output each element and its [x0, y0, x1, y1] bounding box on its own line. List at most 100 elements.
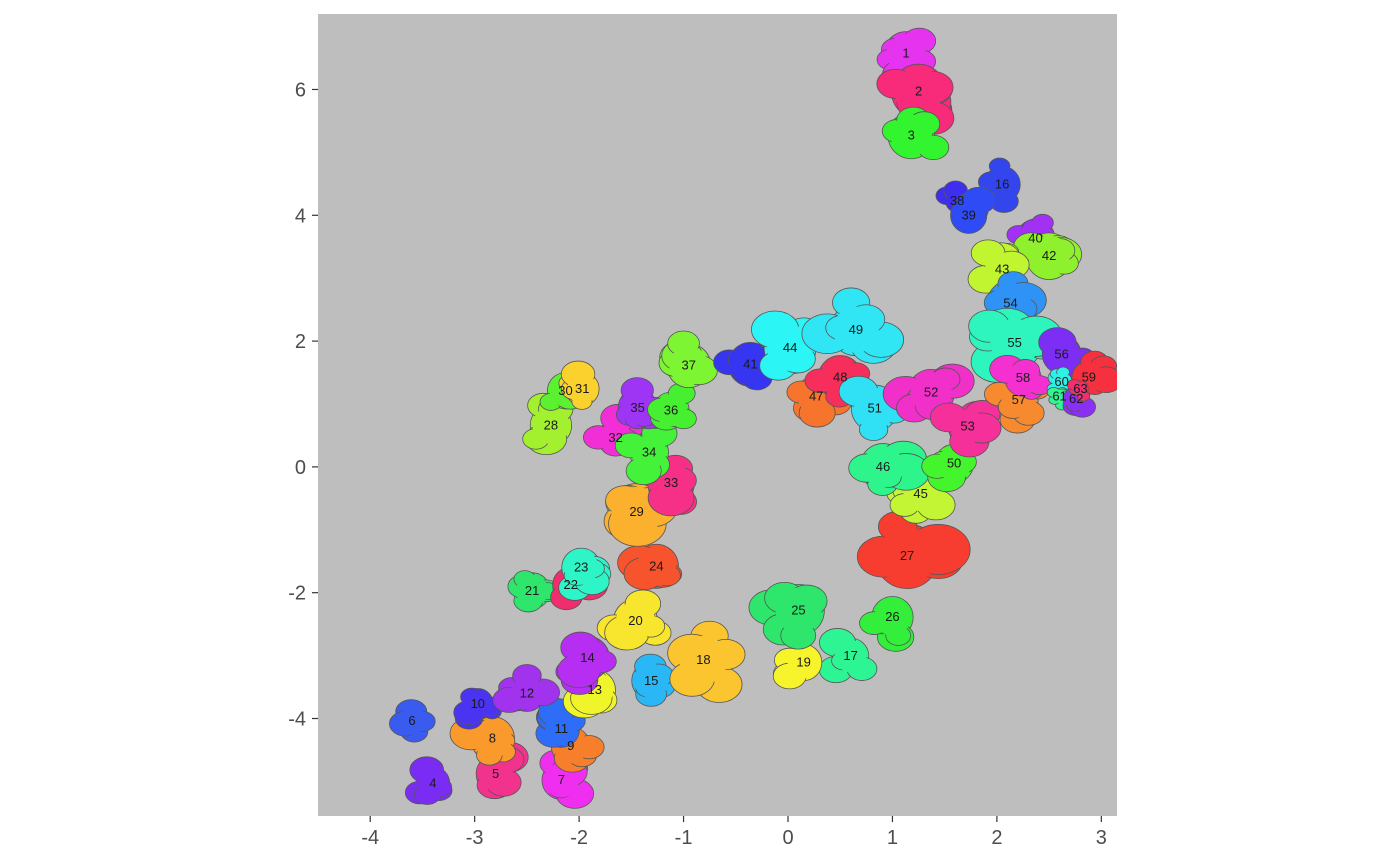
cluster-label-19: 19	[796, 655, 810, 670]
cluster-core	[787, 646, 820, 679]
cluster-region-63	[1066, 379, 1091, 402]
cluster-region-42	[1013, 232, 1083, 280]
cluster-label-55: 55	[1007, 335, 1021, 350]
cluster-region-37	[658, 330, 718, 389]
cluster-core	[620, 390, 655, 425]
cluster-region-49	[801, 287, 905, 364]
cluster-label-63: 63	[1073, 381, 1087, 396]
cluster-region-4	[404, 756, 453, 805]
cluster-core	[679, 635, 728, 685]
cluster-label-25: 25	[791, 602, 805, 617]
y-tick-label: 6	[295, 79, 306, 101]
cluster-core	[878, 527, 936, 585]
cluster-label-62: 62	[1069, 391, 1083, 406]
cluster-label-49: 49	[849, 322, 863, 337]
x-tick-label: -1	[675, 827, 693, 849]
y-axis: -4 -2 0 2 4 6	[288, 79, 318, 731]
cluster-label-61: 61	[1052, 388, 1066, 403]
cluster-label-58: 58	[1016, 370, 1030, 385]
cluster-label-42: 42	[1042, 248, 1056, 263]
cluster-label-51: 51	[867, 400, 881, 415]
cluster-core	[567, 373, 598, 404]
cluster-core	[834, 640, 867, 673]
cluster-region-17	[818, 628, 878, 684]
cluster-label-3: 3	[908, 127, 915, 142]
cluster-label-8: 8	[489, 731, 496, 746]
cluster-label-18: 18	[696, 652, 710, 667]
cluster-label-27: 27	[900, 548, 914, 563]
cluster-core	[654, 394, 688, 427]
cluster-core	[767, 325, 814, 371]
cluster-core	[910, 371, 952, 414]
cluster-core	[730, 344, 770, 384]
cluster-core	[775, 587, 822, 634]
cluster-label-54: 54	[1003, 295, 1017, 310]
cluster-core	[1073, 382, 1088, 396]
cluster-region-25	[748, 582, 828, 650]
cluster-label-4: 4	[429, 775, 436, 790]
cluster-label-47: 47	[809, 388, 823, 403]
cluster-label-9: 9	[567, 738, 574, 753]
cluster-core	[832, 306, 879, 353]
cluster-label-26: 26	[885, 609, 899, 624]
cluster-label-52: 52	[924, 385, 938, 400]
cluster-core	[862, 446, 904, 488]
cluster-label-34: 34	[642, 444, 656, 459]
cluster-core	[510, 677, 543, 710]
cluster-label-41: 41	[743, 356, 757, 371]
cluster-label-53: 53	[960, 419, 974, 434]
cluster-region-55	[968, 307, 1063, 383]
cluster-region-9	[549, 726, 605, 773]
cluster-label-59: 59	[1082, 370, 1096, 385]
cluster-core	[417, 768, 448, 799]
cluster-label-40: 40	[1028, 231, 1042, 246]
cluster-label-37: 37	[682, 358, 696, 373]
cluster-label-16: 16	[995, 176, 1009, 191]
cluster-label-43: 43	[995, 261, 1009, 276]
cluster-core	[516, 574, 549, 607]
cluster-core	[1044, 337, 1079, 372]
cluster-region-19	[772, 643, 823, 690]
cluster-core	[952, 199, 985, 232]
cluster-region-15	[631, 653, 676, 707]
y-tick-label: 0	[295, 457, 306, 479]
cluster-region-14	[555, 631, 617, 695]
cluster-label-60: 60	[1054, 374, 1068, 389]
x-tick-label: -4	[361, 827, 379, 849]
cluster-core	[986, 168, 1019, 201]
cluster-label-48: 48	[833, 370, 847, 385]
cluster-core	[950, 409, 985, 444]
cluster-label-14: 14	[580, 650, 594, 665]
cluster-label-44: 44	[783, 340, 797, 355]
cluster-region-27	[856, 511, 971, 589]
cluster-label-23: 23	[574, 560, 588, 575]
cluster-label-22: 22	[564, 577, 578, 592]
cluster-region-6	[389, 699, 436, 743]
cluster-label-30: 30	[558, 383, 572, 398]
cluster-core	[615, 601, 656, 641]
cluster-label-45: 45	[913, 486, 927, 501]
cluster-region-62	[1062, 385, 1096, 418]
cluster-region-52	[882, 363, 975, 423]
cluster-label-21: 21	[525, 583, 539, 598]
cluster-core	[631, 435, 667, 470]
x-tick-label: 1	[887, 827, 898, 849]
y-tick-label: -4	[288, 709, 306, 731]
y-tick-label: 4	[295, 205, 306, 227]
cluster-label-11: 11	[555, 721, 569, 736]
cluster-core	[1052, 372, 1071, 392]
cluster-label-38: 38	[950, 193, 964, 208]
cluster-label-6: 6	[408, 713, 415, 728]
cluster-core	[894, 67, 943, 116]
cluster-region-10	[453, 687, 503, 730]
cluster-region-23	[558, 547, 612, 601]
cluster-label-17: 17	[843, 648, 857, 663]
cluster-region-26	[859, 596, 915, 652]
cluster-region-3	[881, 106, 950, 161]
cluster-core	[567, 638, 607, 678]
cluster-core	[1028, 235, 1070, 277]
x-tick-label: 0	[782, 827, 793, 849]
cluster-label-13: 13	[588, 682, 602, 697]
